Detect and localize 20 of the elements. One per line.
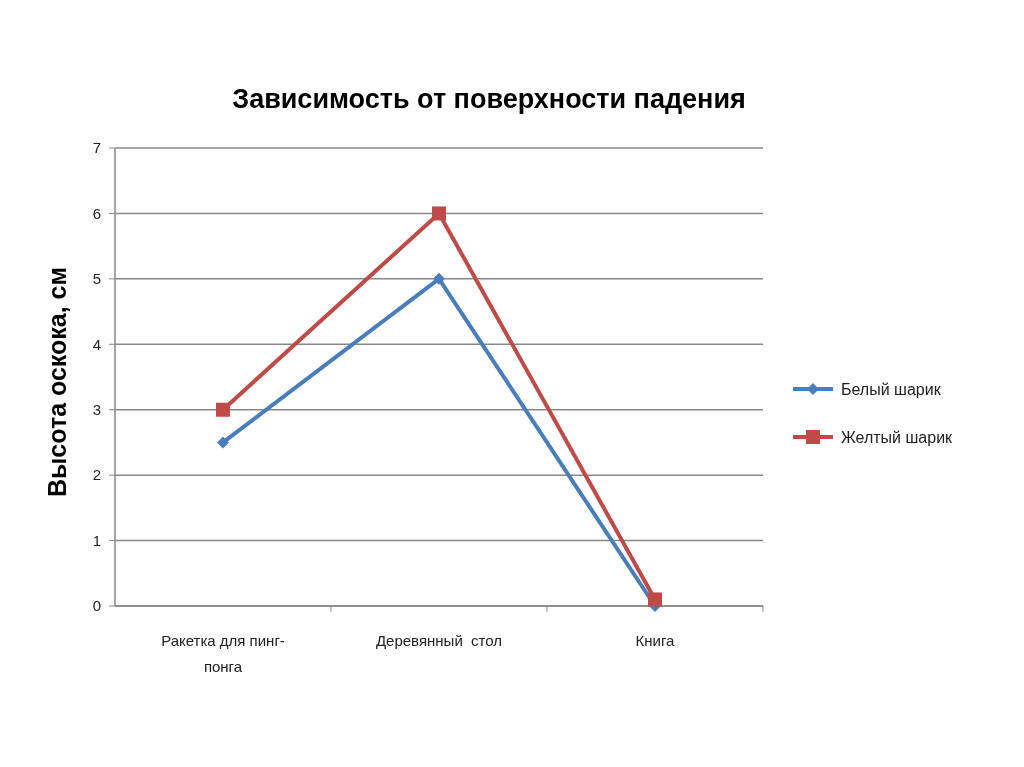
y-tick-label: 2 <box>92 466 101 484</box>
x-tick-label: Книга <box>635 632 676 649</box>
x-tick-label: Деревянный стол <box>375 632 503 649</box>
point <box>433 272 445 285</box>
point <box>648 592 662 607</box>
point <box>216 402 230 417</box>
y-tick-label: 4 <box>92 335 101 353</box>
legend-label: Желтый шарик <box>841 428 954 446</box>
y-tick-label: 6 <box>92 204 101 222</box>
legend-label: Белый шарик <box>841 380 942 398</box>
point <box>217 436 229 449</box>
x-tick-label: Ракетка для пинг-понга <box>161 632 285 675</box>
chart-title: Зависимость от поверхности падения <box>232 84 746 114</box>
y-tick-label: 1 <box>92 531 101 549</box>
y-tick-label: 7 <box>92 139 101 157</box>
point <box>432 206 446 221</box>
y-tick-label: 3 <box>92 400 101 418</box>
y-tick-label: 0 <box>92 597 101 615</box>
y-tick-label: 5 <box>92 270 101 288</box>
y-axis-title: Высота оскока, см <box>43 266 71 498</box>
